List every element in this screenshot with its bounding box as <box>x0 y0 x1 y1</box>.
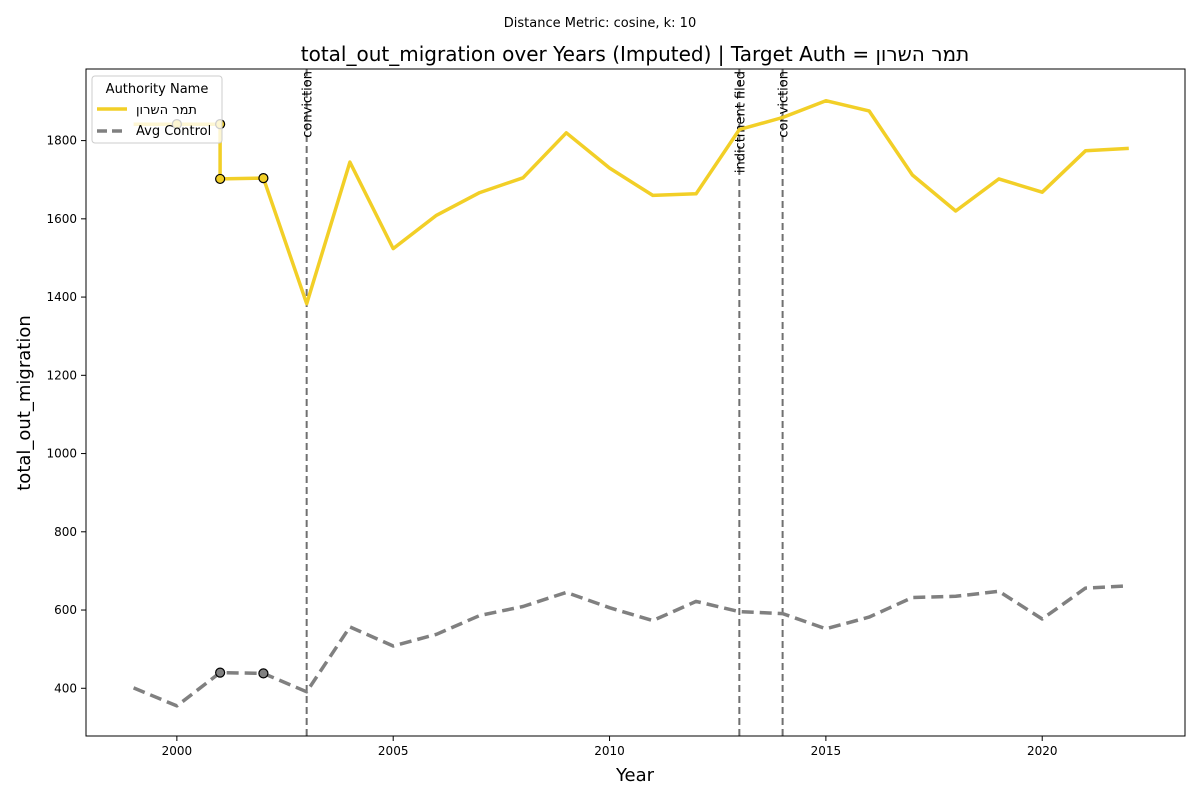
legend-label-control: Avg Control <box>136 124 211 139</box>
series-layer <box>132 98 1129 708</box>
x-tick-label-0: 2000 <box>162 744 193 758</box>
series-line-0 <box>133 98 1129 306</box>
plot-frame <box>85 68 1186 737</box>
y-tick-label-1: 600 <box>54 603 77 617</box>
y-tick-label-0: 400 <box>54 681 77 695</box>
y-tick-label-3: 1000 <box>46 447 77 461</box>
y-axis-label: total_out_migration <box>14 315 35 491</box>
marker-layer <box>171 119 269 679</box>
x-tick-label-2: 2010 <box>594 744 625 758</box>
y-tick-label-7: 1800 <box>46 134 77 148</box>
x-tick-label-3: 2015 <box>811 744 842 758</box>
x-tick-label-1: 2005 <box>378 744 409 758</box>
y-tick-label-6: 1600 <box>46 212 77 226</box>
event-lines: conviction indictment filed conviction <box>301 69 792 736</box>
event-label-1: indictment filed <box>733 71 748 173</box>
event-label-0: conviction <box>301 71 316 138</box>
y-tick-label-5: 1400 <box>46 290 77 304</box>
event-label-2: conviction <box>777 71 792 138</box>
series-1-marker-0 <box>215 667 226 678</box>
y-tick-label-2: 800 <box>54 525 77 539</box>
y-tick-label-4: 1200 <box>46 368 77 382</box>
y-axis: 400 600 800 1000 1200 1400 1600 1800 <box>46 134 86 695</box>
series-1-marker-1 <box>258 668 269 679</box>
legend-box <box>91 75 223 144</box>
legend-title: Authority Name <box>106 82 209 97</box>
x-tick-label-4: 2020 <box>1027 744 1058 758</box>
series-0-marker-3 <box>258 173 269 184</box>
legend-label-target: תמר השרון <box>136 103 197 118</box>
series-line-1 <box>132 584 1129 708</box>
chart-suptitle: Distance Metric: cosine, k: 10 <box>504 16 696 31</box>
chart-title: total_out_migration over Years (Imputed)… <box>301 42 970 66</box>
legend: Authority Name תמר השרון Avg Control <box>91 75 223 144</box>
x-axis-label: Year <box>615 765 655 786</box>
x-axis: 2000 2005 2010 2015 2020 <box>162 736 1058 758</box>
series-0-marker-2 <box>215 173 226 185</box>
